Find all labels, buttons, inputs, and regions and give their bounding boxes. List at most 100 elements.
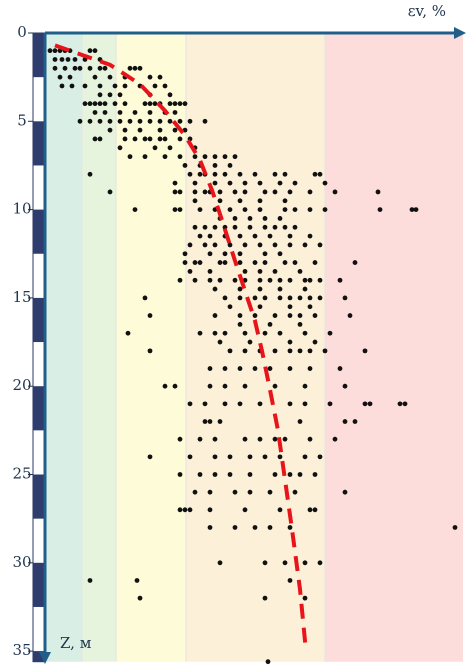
point <box>132 65 138 71</box>
point <box>125 330 131 336</box>
point <box>237 313 243 318</box>
point <box>107 118 113 124</box>
point <box>312 507 318 513</box>
point <box>247 454 253 460</box>
point <box>222 383 228 389</box>
point <box>182 163 188 168</box>
point <box>287 348 293 354</box>
point <box>242 207 248 213</box>
band <box>186 33 325 662</box>
point <box>127 118 133 124</box>
point <box>207 233 213 239</box>
point <box>77 65 83 71</box>
point <box>267 489 273 495</box>
point <box>172 189 178 195</box>
point <box>227 242 233 248</box>
point <box>292 180 298 186</box>
point <box>212 436 218 442</box>
point <box>202 224 208 230</box>
point <box>332 436 338 442</box>
point <box>362 401 368 407</box>
point <box>177 507 183 513</box>
point <box>82 83 88 89</box>
point <box>182 507 188 513</box>
point <box>142 154 148 160</box>
point <box>142 136 148 142</box>
point <box>207 419 213 424</box>
y-tick-label: 25 <box>12 465 31 483</box>
point <box>152 145 158 151</box>
point <box>102 101 108 107</box>
point <box>117 92 123 98</box>
point <box>132 136 138 142</box>
point <box>212 163 218 168</box>
point <box>397 401 403 407</box>
y-tick-label: 20 <box>12 376 31 394</box>
y-tick-label: 35 <box>12 641 31 659</box>
point <box>292 489 298 495</box>
point <box>152 83 158 89</box>
point <box>367 401 373 407</box>
point <box>97 83 103 89</box>
point <box>282 260 288 265</box>
point <box>177 436 183 442</box>
band <box>82 33 116 662</box>
point <box>272 269 278 274</box>
point <box>277 507 283 513</box>
point <box>322 348 328 354</box>
point <box>62 65 68 71</box>
point <box>107 189 113 195</box>
point <box>297 472 303 477</box>
point <box>157 118 163 124</box>
point <box>227 454 233 460</box>
point <box>252 171 258 177</box>
point <box>317 277 323 283</box>
point <box>302 242 308 248</box>
point <box>117 110 123 115</box>
point <box>347 313 353 318</box>
point <box>277 454 283 460</box>
point <box>307 295 313 301</box>
point <box>97 65 103 71</box>
point <box>177 136 183 142</box>
point <box>307 207 313 213</box>
point <box>92 110 98 115</box>
point <box>177 277 183 283</box>
point <box>197 233 203 239</box>
x-axis-arrow <box>454 27 466 39</box>
point <box>247 339 253 345</box>
point <box>413 207 419 213</box>
point <box>52 48 58 54</box>
point <box>252 233 258 239</box>
point <box>272 224 278 230</box>
point <box>127 154 133 160</box>
point <box>177 118 183 124</box>
point <box>282 207 288 213</box>
band <box>116 33 186 662</box>
point <box>207 525 213 530</box>
point <box>187 401 193 407</box>
point <box>287 189 293 195</box>
point <box>87 118 93 124</box>
point <box>307 348 313 354</box>
point <box>207 489 213 495</box>
point <box>327 330 333 336</box>
point <box>257 277 263 283</box>
point <box>157 74 163 80</box>
point <box>227 180 233 186</box>
point <box>277 180 283 186</box>
point <box>187 454 193 460</box>
point <box>202 189 208 195</box>
point <box>172 207 178 213</box>
point <box>307 189 313 195</box>
point <box>222 295 228 301</box>
depth-block <box>33 121 45 166</box>
point <box>362 348 368 354</box>
point <box>262 330 268 336</box>
point <box>312 171 318 177</box>
point <box>262 260 268 265</box>
point <box>302 454 308 460</box>
point <box>112 83 118 89</box>
point <box>277 286 283 292</box>
